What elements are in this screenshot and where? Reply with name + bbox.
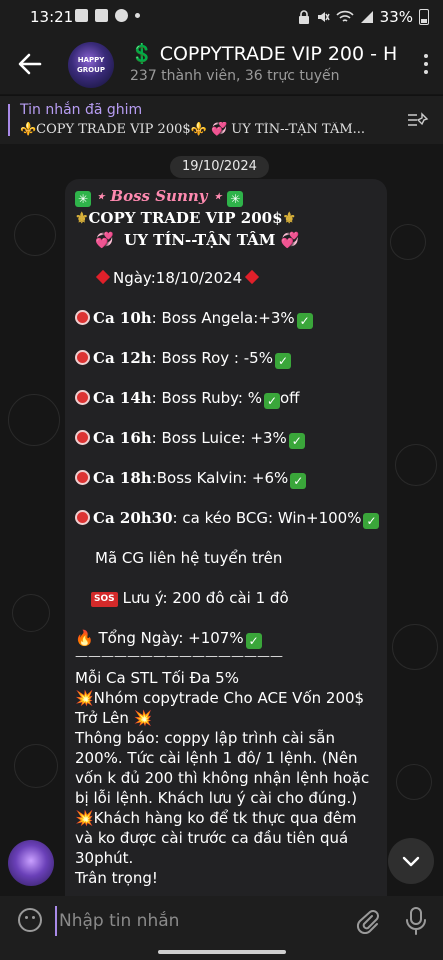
check-icon: ✓ xyxy=(363,513,380,529)
message-body-line: Mỗi Ca STL Tối Đa 5% xyxy=(75,669,239,687)
message-composer xyxy=(0,896,443,946)
chat-area[interactable]: 19/10/2024 ✳ ⋆ Boss Sunny ⋆ ✳ ⚜COPY TRAD… xyxy=(0,144,443,896)
session-line: Ca 10h: Boss Angela:+3% ✓ xyxy=(75,309,313,329)
background-doodle xyxy=(396,764,432,800)
pinned-indicator xyxy=(8,104,10,136)
background-doodle xyxy=(14,744,58,788)
date-separator: 19/10/2024 xyxy=(170,156,269,178)
message-sender: ✳ ⋆ Boss Sunny ⋆ ✳ xyxy=(75,187,244,207)
check-icon: ✓ xyxy=(288,433,305,449)
home-gesture-handle[interactable] xyxy=(158,950,286,954)
background-doodle xyxy=(390,224,426,260)
alarm-clock-icon xyxy=(75,510,90,525)
signal-icon xyxy=(360,11,373,23)
gallery-icon xyxy=(75,9,88,22)
message-tagline: 💞 UY TÍN--TẬN TÂM 💞 xyxy=(95,231,300,249)
background-doodle xyxy=(14,214,56,256)
attach-icon[interactable] xyxy=(355,908,379,934)
sparkle-icon: ✳ xyxy=(75,191,91,207)
message-body-line: vốn k đủ 200 thì không nhận lệnh hoặc xyxy=(75,769,370,787)
session-line: Ca 14h: Boss Ruby: % ✓ off xyxy=(75,389,300,409)
sender-avatar[interactable] xyxy=(8,840,54,886)
chevron-down-icon xyxy=(402,856,420,867)
message-input[interactable] xyxy=(55,906,341,936)
messenger-icon xyxy=(115,9,128,22)
message-body-line: Thông báo: coppy lập trình cài sẵn xyxy=(75,729,336,747)
message-total: 🔥 Tổng Ngày: +107% ✓ xyxy=(75,629,262,649)
message-body-line: 💥Khách hàng ko để tk thực qua đêm xyxy=(75,809,357,827)
message-body-line: Trở Lên 💥 xyxy=(75,709,153,727)
sos-icon: SOS xyxy=(91,592,118,607)
group-member-count: 237 thành viên, 36 trực tuyến xyxy=(130,68,340,84)
emoji-icon[interactable] xyxy=(18,908,42,932)
back-arrow-icon[interactable] xyxy=(16,50,44,78)
background-doodle xyxy=(392,624,438,670)
pinned-text: ⚜️COPY TRADE VIP 200$⚜️ 💞 UY TÍN--TẬN TÂ… xyxy=(20,122,366,137)
session-line: Ca 18h:Boss Kalvin: +6% ✓ xyxy=(75,469,307,489)
alarm-clock-icon xyxy=(75,350,90,365)
avatar-text-bottom: GROUP xyxy=(77,66,105,74)
fleur-icon: ⚜ xyxy=(282,209,296,227)
pinned-message-bar[interactable]: Tin nhắn đã ghim ⚜️COPY TRADE VIP 200$⚜️… xyxy=(0,95,443,144)
background-doodle xyxy=(8,394,60,446)
sparkle-icon: ✳ xyxy=(227,191,244,207)
alarm-clock-icon xyxy=(75,430,90,445)
message-body-line: 200%. Tức cài lệnh 1 đô/ 1 lệnh. (Nên xyxy=(75,749,358,767)
status-bar: 13:21 33% xyxy=(0,0,443,34)
message-bubble[interactable]: ✳ ⋆ Boss Sunny ⋆ ✳ ⚜COPY TRADE VIP 200$⚜… xyxy=(65,179,387,896)
status-notification-icons xyxy=(75,9,140,22)
check-icon: ✓ xyxy=(245,633,262,649)
diamond-icon xyxy=(95,269,111,285)
message-body-line: 30phút. xyxy=(75,849,134,867)
message-body-line: bị lỗi lệnh. Khách lưu ý cài cho đúng.) xyxy=(75,789,358,807)
status-time: 13:21 xyxy=(30,8,74,26)
alarm-clock-icon xyxy=(75,310,90,325)
status-system-icons: 33% xyxy=(298,8,429,26)
mute-icon xyxy=(317,12,330,22)
battery-percent: 33% xyxy=(379,8,413,26)
check-icon: ✓ xyxy=(274,353,291,369)
shop-icon xyxy=(95,9,108,22)
session-line: Ca 20h30: ca kéo BCG: Win+100% ✓ xyxy=(75,509,380,529)
battery-icon xyxy=(419,9,429,25)
chat-header: HAPPY GROUP 💲 COPPYTRADE VIP 200 - HP 23… xyxy=(0,34,443,94)
scroll-down-button[interactable] xyxy=(388,838,434,884)
check-icon: ✓ xyxy=(264,393,280,409)
background-doodle xyxy=(395,444,437,486)
message-body-line: và ko được cài trước ca đầu tiên quá xyxy=(75,829,349,847)
message-date-line: Ngày:18/10/2024 xyxy=(93,269,262,287)
check-icon: ✓ xyxy=(296,313,313,329)
hearts-icon: 💞 xyxy=(95,231,114,249)
message-body-line: 💥Nhóm copytrade Cho ACE Vốn 200$ xyxy=(75,689,365,707)
session-line: Ca 12h: Boss Roy : -5% ✓ xyxy=(75,349,291,369)
background-doodle xyxy=(12,594,50,632)
message-body-line: Trân trọng! xyxy=(75,869,158,887)
session-line: Ca 16h: Boss Luice: +3% ✓ xyxy=(75,429,305,449)
more-options-icon[interactable] xyxy=(423,54,429,78)
more-notifications-icon xyxy=(135,13,140,18)
system-nav-bar xyxy=(0,946,443,960)
lock-icon xyxy=(298,10,309,24)
pinned-list-icon[interactable] xyxy=(407,112,429,128)
microphone-icon[interactable] xyxy=(404,906,428,936)
group-avatar[interactable]: HAPPY GROUP xyxy=(68,42,114,88)
check-icon: ✓ xyxy=(290,473,307,489)
message-note: SOS Lưu ý: 200 đô cài 1 đô xyxy=(91,589,289,607)
message-contact: Mã CG liên hệ tuyển trên xyxy=(95,549,283,567)
message-divider: ———————————————— xyxy=(75,649,283,664)
fire-icon: 🔥 xyxy=(75,629,94,647)
message-title: ⚜COPY TRADE VIP 200$⚜ xyxy=(75,209,296,227)
hearts-icon: 💞 xyxy=(280,231,300,249)
alarm-clock-icon xyxy=(75,390,90,405)
diamond-icon xyxy=(245,269,260,285)
wifi-icon xyxy=(336,10,354,22)
fleur-icon: ⚜ xyxy=(75,209,89,227)
group-title[interactable]: 💲 COPPYTRADE VIP 200 - HP xyxy=(130,43,396,65)
sender-name: Boss Sunny xyxy=(110,187,208,205)
avatar-text-top: HAPPY xyxy=(77,56,105,64)
alarm-clock-icon xyxy=(75,470,90,485)
pinned-label: Tin nhắn đã ghim xyxy=(20,102,143,118)
